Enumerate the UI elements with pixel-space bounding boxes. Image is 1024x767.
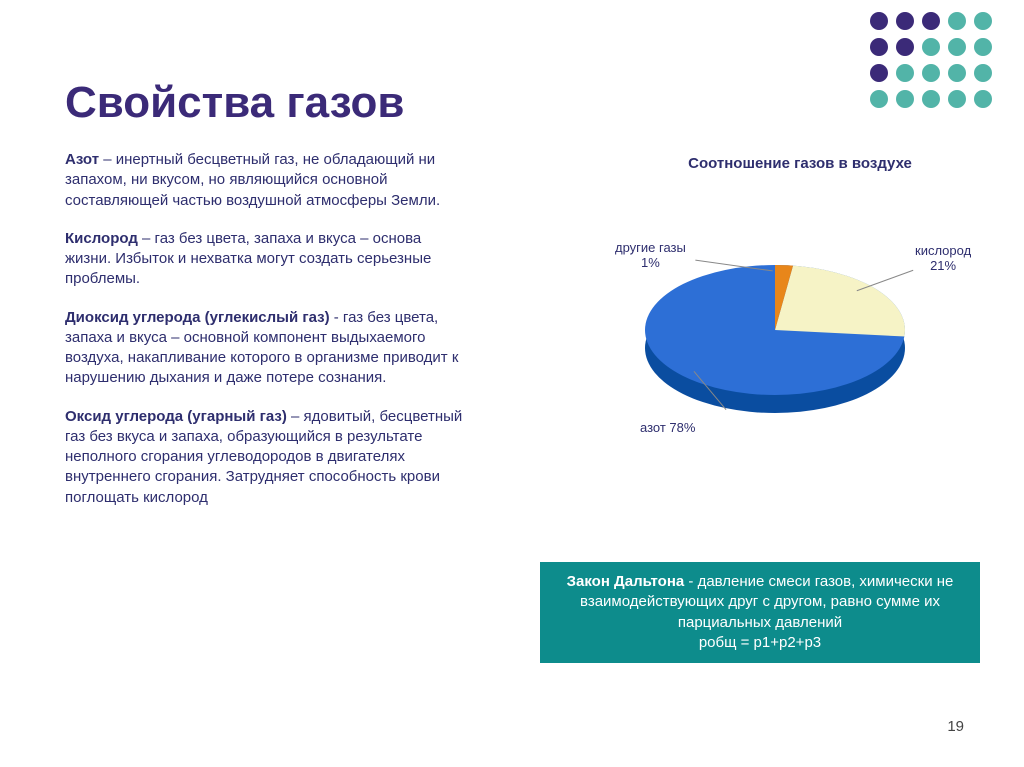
para-oxygen: Кислород – газ без цвета, запаха и вкуса… — [65, 229, 465, 290]
label-nitrogen: азот 78% — [640, 420, 695, 435]
chart-title: Соотношение газов в воздухе — [630, 155, 970, 172]
body-text: Азот – инертный бесцветный газ, не облад… — [65, 150, 465, 526]
para-co: Оксид углерода (угарный газ) – ядовитый,… — [65, 407, 465, 508]
label-other: другие газы1% — [615, 240, 686, 270]
page-title: Свойства газов — [65, 78, 404, 128]
para-nitrogen: Азот – инертный бесцветный газ, не облад… — [65, 150, 465, 211]
para-co2: Диоксид углерода (углекислый газ) - газ … — [65, 308, 465, 389]
decor-dots — [870, 12, 994, 110]
label-oxygen: кислород21% — [915, 243, 971, 273]
dalton-law-box: Закон Дальтона - давление смеси газов, х… — [540, 562, 980, 663]
dalton-formula: pобщ = p1+p2+p3 — [699, 634, 821, 651]
pie-chart: другие газы1% кислород21% азот 78% — [555, 205, 985, 445]
page-number: 19 — [947, 718, 964, 735]
